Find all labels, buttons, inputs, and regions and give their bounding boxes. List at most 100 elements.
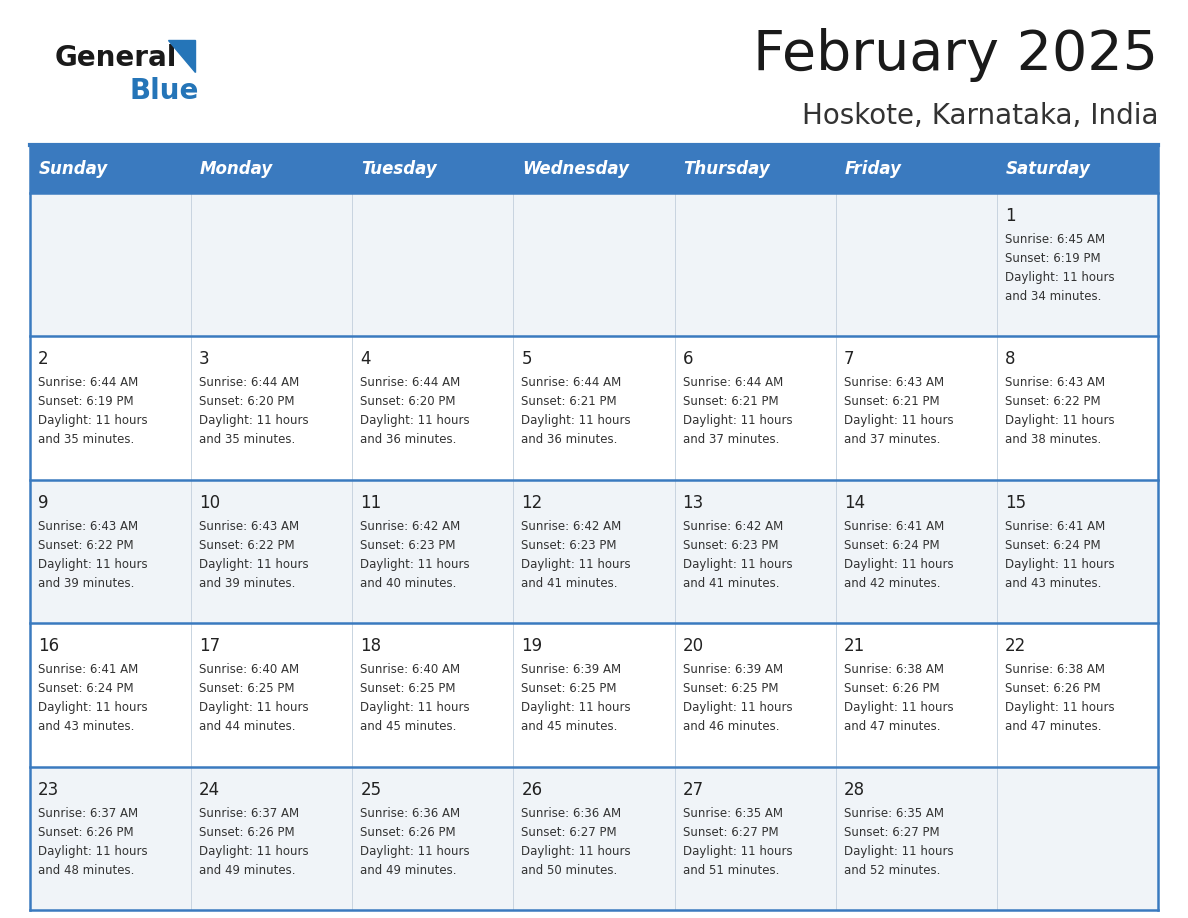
- Text: 17: 17: [200, 637, 220, 655]
- Text: Sunset: 6:27 PM: Sunset: 6:27 PM: [522, 825, 617, 839]
- Text: Daylight: 11 hours: Daylight: 11 hours: [38, 414, 147, 428]
- Text: 18: 18: [360, 637, 381, 655]
- Text: February 2025: February 2025: [753, 28, 1158, 82]
- Text: Tuesday: Tuesday: [361, 160, 437, 178]
- Text: Sunrise: 6:37 AM: Sunrise: 6:37 AM: [38, 807, 138, 820]
- Text: and 45 minutes.: and 45 minutes.: [522, 721, 618, 733]
- Text: Sunrise: 6:45 AM: Sunrise: 6:45 AM: [1005, 233, 1105, 246]
- Text: and 51 minutes.: and 51 minutes.: [683, 864, 779, 877]
- Text: and 47 minutes.: and 47 minutes.: [843, 721, 940, 733]
- Text: and 45 minutes.: and 45 minutes.: [360, 721, 456, 733]
- Text: Daylight: 11 hours: Daylight: 11 hours: [200, 701, 309, 714]
- Bar: [30, 767, 1158, 910]
- Text: Sunrise: 6:40 AM: Sunrise: 6:40 AM: [360, 663, 461, 677]
- Text: Sunset: 6:27 PM: Sunset: 6:27 PM: [843, 825, 940, 839]
- Text: Sunrise: 6:44 AM: Sunrise: 6:44 AM: [38, 376, 138, 389]
- Text: 2: 2: [38, 351, 49, 368]
- Text: 19: 19: [522, 637, 543, 655]
- Text: 5: 5: [522, 351, 532, 368]
- Text: and 43 minutes.: and 43 minutes.: [38, 721, 134, 733]
- Text: Sunset: 6:24 PM: Sunset: 6:24 PM: [843, 539, 940, 552]
- Text: Daylight: 11 hours: Daylight: 11 hours: [843, 701, 953, 714]
- Text: 24: 24: [200, 780, 220, 799]
- Text: Daylight: 11 hours: Daylight: 11 hours: [38, 701, 147, 714]
- Text: General: General: [55, 44, 177, 72]
- Text: and 35 minutes.: and 35 minutes.: [38, 433, 134, 446]
- Text: 14: 14: [843, 494, 865, 512]
- Text: Daylight: 11 hours: Daylight: 11 hours: [683, 845, 792, 857]
- Text: 13: 13: [683, 494, 703, 512]
- Text: Sunrise: 6:42 AM: Sunrise: 6:42 AM: [360, 520, 461, 532]
- Text: and 36 minutes.: and 36 minutes.: [522, 433, 618, 446]
- Text: 11: 11: [360, 494, 381, 512]
- Text: 10: 10: [200, 494, 220, 512]
- Text: Daylight: 11 hours: Daylight: 11 hours: [683, 558, 792, 571]
- Text: Sunset: 6:23 PM: Sunset: 6:23 PM: [522, 539, 617, 552]
- Text: Sunset: 6:20 PM: Sunset: 6:20 PM: [200, 396, 295, 409]
- Text: Saturday: Saturday: [1006, 160, 1091, 178]
- Text: and 44 minutes.: and 44 minutes.: [200, 721, 296, 733]
- Text: Sunrise: 6:41 AM: Sunrise: 6:41 AM: [38, 663, 138, 677]
- Text: Sunrise: 6:38 AM: Sunrise: 6:38 AM: [843, 663, 943, 677]
- Text: Daylight: 11 hours: Daylight: 11 hours: [683, 414, 792, 428]
- Text: 6: 6: [683, 351, 693, 368]
- Text: Daylight: 11 hours: Daylight: 11 hours: [200, 845, 309, 857]
- Bar: [30, 193, 1158, 336]
- Text: 26: 26: [522, 780, 543, 799]
- Bar: [30, 480, 1158, 623]
- Text: Sunrise: 6:42 AM: Sunrise: 6:42 AM: [683, 520, 783, 532]
- Text: Sunset: 6:22 PM: Sunset: 6:22 PM: [200, 539, 295, 552]
- Text: Daylight: 11 hours: Daylight: 11 hours: [360, 558, 470, 571]
- Text: and 39 minutes.: and 39 minutes.: [38, 577, 134, 589]
- Text: and 36 minutes.: and 36 minutes.: [360, 433, 456, 446]
- Bar: [30, 623, 1158, 767]
- Text: Daylight: 11 hours: Daylight: 11 hours: [1005, 558, 1114, 571]
- Text: Hoskote, Karnataka, India: Hoskote, Karnataka, India: [802, 102, 1158, 130]
- Text: Daylight: 11 hours: Daylight: 11 hours: [522, 845, 631, 857]
- Text: and 39 minutes.: and 39 minutes.: [200, 577, 296, 589]
- Text: Daylight: 11 hours: Daylight: 11 hours: [843, 558, 953, 571]
- Text: Sunrise: 6:43 AM: Sunrise: 6:43 AM: [38, 520, 138, 532]
- Text: 12: 12: [522, 494, 543, 512]
- Text: Daylight: 11 hours: Daylight: 11 hours: [38, 845, 147, 857]
- Text: and 37 minutes.: and 37 minutes.: [843, 433, 940, 446]
- Bar: [30, 336, 1158, 480]
- Text: Daylight: 11 hours: Daylight: 11 hours: [1005, 271, 1114, 284]
- Text: and 48 minutes.: and 48 minutes.: [38, 864, 134, 877]
- Text: Daylight: 11 hours: Daylight: 11 hours: [360, 845, 470, 857]
- Text: Sunrise: 6:36 AM: Sunrise: 6:36 AM: [360, 807, 461, 820]
- Text: Daylight: 11 hours: Daylight: 11 hours: [1005, 414, 1114, 428]
- Text: Sunrise: 6:39 AM: Sunrise: 6:39 AM: [683, 663, 783, 677]
- Text: 8: 8: [1005, 351, 1016, 368]
- Text: Sunset: 6:21 PM: Sunset: 6:21 PM: [843, 396, 940, 409]
- Bar: [30, 145, 1158, 193]
- Text: Sunrise: 6:35 AM: Sunrise: 6:35 AM: [843, 807, 943, 820]
- Text: and 42 minutes.: and 42 minutes.: [843, 577, 940, 589]
- Text: 20: 20: [683, 637, 703, 655]
- Text: 16: 16: [38, 637, 59, 655]
- Text: Daylight: 11 hours: Daylight: 11 hours: [683, 701, 792, 714]
- Text: and 35 minutes.: and 35 minutes.: [200, 433, 296, 446]
- Text: Sunrise: 6:44 AM: Sunrise: 6:44 AM: [683, 376, 783, 389]
- Text: and 43 minutes.: and 43 minutes.: [1005, 577, 1101, 589]
- Text: and 46 minutes.: and 46 minutes.: [683, 721, 779, 733]
- Text: Daylight: 11 hours: Daylight: 11 hours: [360, 701, 470, 714]
- Text: Sunset: 6:26 PM: Sunset: 6:26 PM: [360, 825, 456, 839]
- Text: 21: 21: [843, 637, 865, 655]
- Text: Sunset: 6:23 PM: Sunset: 6:23 PM: [360, 539, 456, 552]
- Text: and 49 minutes.: and 49 minutes.: [200, 864, 296, 877]
- Text: Sunrise: 6:39 AM: Sunrise: 6:39 AM: [522, 663, 621, 677]
- Text: Sunset: 6:26 PM: Sunset: 6:26 PM: [200, 825, 295, 839]
- Text: Sunset: 6:25 PM: Sunset: 6:25 PM: [522, 682, 617, 695]
- Text: Sunset: 6:19 PM: Sunset: 6:19 PM: [38, 396, 133, 409]
- Text: Sunrise: 6:41 AM: Sunrise: 6:41 AM: [1005, 520, 1105, 532]
- Text: Monday: Monday: [200, 160, 273, 178]
- Text: Sunset: 6:25 PM: Sunset: 6:25 PM: [360, 682, 456, 695]
- Text: 27: 27: [683, 780, 703, 799]
- Text: Sunrise: 6:43 AM: Sunrise: 6:43 AM: [1005, 376, 1105, 389]
- Text: Thursday: Thursday: [683, 160, 770, 178]
- Text: and 52 minutes.: and 52 minutes.: [843, 864, 940, 877]
- Polygon shape: [168, 40, 195, 72]
- Text: and 40 minutes.: and 40 minutes.: [360, 577, 456, 589]
- Text: Sunrise: 6:41 AM: Sunrise: 6:41 AM: [843, 520, 944, 532]
